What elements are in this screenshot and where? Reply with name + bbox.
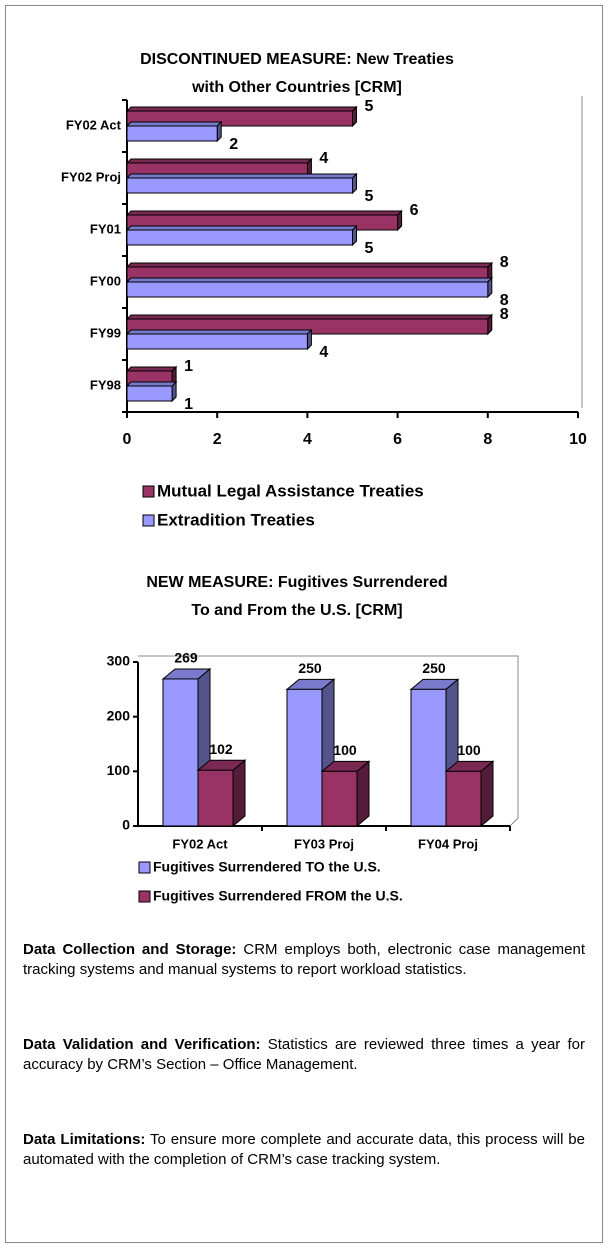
value-label: 1 <box>184 396 193 413</box>
x-tick-label: 0 <box>123 431 132 448</box>
legend-swatch <box>142 514 155 527</box>
bar <box>126 229 353 246</box>
legend-label: Fugitives Surrendered TO the U.S. <box>153 859 381 875</box>
x-tick-label: FY02 Act <box>172 836 228 851</box>
chart-title: DISCONTINUED MEASURE: New Treaties <box>140 51 454 68</box>
x-tick-label: 8 <box>483 431 492 448</box>
bar-top <box>125 225 358 231</box>
bar-top <box>125 277 494 283</box>
bar-top <box>125 210 403 216</box>
value-label: 8 <box>500 254 509 271</box>
bar <box>126 333 308 350</box>
bar-side <box>356 760 370 828</box>
bar-side <box>487 276 493 299</box>
bar-top <box>125 121 223 127</box>
bar-top <box>125 381 178 387</box>
value-label: 8 <box>500 306 509 323</box>
section: Data Validation and Verification: Statis… <box>23 1035 585 1075</box>
section-text: CRM employs both, electronic case manage… <box>23 941 586 978</box>
y-tick-label: 100 <box>107 762 131 778</box>
bar <box>162 678 199 827</box>
section: Data Limitations: To ensure more complet… <box>23 1130 585 1170</box>
charts: DISCONTINUED MEASURE: New Treaties with O… <box>61 51 587 904</box>
y-tick-label: FY02 Act <box>66 117 122 132</box>
bar-side <box>352 224 357 247</box>
bar <box>321 770 358 827</box>
y-tick-label: FY99 <box>90 325 121 340</box>
bar-top <box>125 106 358 112</box>
value-label: 6 <box>410 202 419 219</box>
bar <box>126 281 489 298</box>
bar-side <box>232 759 246 828</box>
legend-label: Fugitives Surrendered FROM the U.S. <box>153 888 403 904</box>
bar-side <box>352 172 357 195</box>
value-label: 5 <box>365 98 374 115</box>
legend-swatch <box>142 485 155 498</box>
bar-top <box>125 366 178 372</box>
bar <box>445 770 482 827</box>
bar-side <box>480 760 494 828</box>
bar-top <box>125 173 358 179</box>
bar-side <box>306 328 312 351</box>
bar-side <box>171 380 177 403</box>
section: Data Collection and Storage: CRM employs… <box>23 940 585 980</box>
value-label: 8 <box>500 292 509 309</box>
y-tick-label: FY01 <box>90 221 121 236</box>
bar-top <box>125 158 313 164</box>
bar-side <box>487 313 493 336</box>
x-tick-label: 4 <box>303 431 312 448</box>
bar <box>286 688 323 827</box>
value-label: 100 <box>333 742 357 758</box>
y-tick-label: FY00 <box>90 273 121 288</box>
section-text: To ensure more complete and accurate dat… <box>23 1131 585 1168</box>
x-tick-label: 6 <box>393 431 402 448</box>
value-label: 1 <box>184 358 193 375</box>
legend-label: Mutual Legal Assistance Treaties <box>157 481 424 500</box>
bar <box>126 125 218 142</box>
bar <box>126 385 173 402</box>
y-tick-label: FY02 Proj <box>61 169 121 184</box>
value-label: 250 <box>298 660 322 676</box>
chart-title: To and From the U.S. [CRM] <box>191 602 402 619</box>
bar <box>126 177 353 194</box>
y-tick-label: 300 <box>107 653 131 669</box>
section-label: Data Limitations: <box>23 1131 146 1148</box>
page-border <box>5 5 603 1243</box>
bar-top <box>125 314 494 320</box>
section-label: Data Validation and Verification: <box>23 1036 261 1053</box>
value-label: 4 <box>319 150 328 167</box>
legend-label: Extradition Treaties <box>157 510 315 529</box>
section-text: Statistics are reviewed three times a ye… <box>23 1036 586 1073</box>
value-label: 4 <box>319 344 328 361</box>
bar-side <box>216 120 222 143</box>
y-tick-label: 0 <box>122 817 130 833</box>
x-tick-label: 2 <box>213 431 222 448</box>
x-tick-label: FY03 Proj <box>294 836 354 851</box>
y-tick-label: 200 <box>107 707 131 723</box>
plot-wall <box>138 655 519 827</box>
x-tick-label: FY04 Proj <box>418 836 478 851</box>
chart-title: with Other Countries [CRM] <box>191 79 402 96</box>
value-label: 102 <box>209 741 233 757</box>
value-label: 2 <box>229 136 238 153</box>
y-tick-label: FY98 <box>90 377 121 392</box>
x-tick-label: 10 <box>569 431 587 448</box>
bar <box>197 769 234 827</box>
bar-side <box>397 209 403 232</box>
bar-top <box>125 262 494 268</box>
legend-swatch <box>138 890 151 903</box>
bar <box>410 688 447 827</box>
value-label: 269 <box>174 650 198 666</box>
value-label: 5 <box>365 240 374 257</box>
bar-top <box>125 329 313 335</box>
value-label: 100 <box>457 742 481 758</box>
legend-swatch <box>138 861 151 874</box>
value-label: 5 <box>365 188 374 205</box>
chart-title: NEW MEASURE: Fugitives Surrendered <box>146 574 447 591</box>
value-label: 250 <box>422 660 446 676</box>
section-label: Data Collection and Storage: <box>23 941 237 958</box>
bar-side <box>352 105 357 128</box>
